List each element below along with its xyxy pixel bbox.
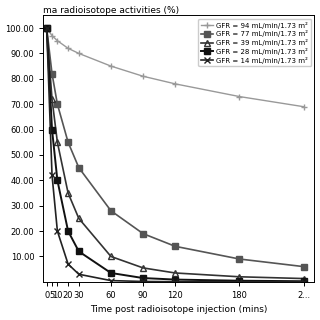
GFR = 28 mL/min/1.73 m² [173, 278, 177, 282]
Line: GFR = 77 mL/min/1.73 m²: GFR = 77 mL/min/1.73 m² [44, 25, 307, 269]
GFR = 94 mL/min/1.73 m² [66, 46, 70, 50]
GFR = 14 mL/min/1.73 m² [109, 279, 113, 283]
GFR = 39 mL/min/1.73 m² [109, 254, 113, 258]
GFR = 28 mL/min/1.73 m² [77, 250, 81, 253]
GFR = 28 mL/min/1.73 m² [109, 271, 113, 275]
Legend: GFR = 94 mL/min/1.73 m², GFR = 77 mL/min/1.73 m², GFR = 39 mL/min/1.73 m², GFR =: GFR = 94 mL/min/1.73 m², GFR = 77 mL/min… [198, 19, 311, 66]
GFR = 94 mL/min/1.73 m² [173, 82, 177, 86]
GFR = 28 mL/min/1.73 m² [237, 279, 241, 283]
GFR = 77 mL/min/1.73 m² [109, 209, 113, 213]
GFR = 28 mL/min/1.73 m² [302, 279, 306, 283]
GFR = 39 mL/min/1.73 m² [66, 191, 70, 195]
GFR = 14 mL/min/1.73 m² [45, 26, 49, 30]
GFR = 94 mL/min/1.73 m² [45, 26, 49, 30]
GFR = 94 mL/min/1.73 m² [77, 52, 81, 55]
Text: ma radioisotope activities (%): ma radioisotope activities (%) [44, 5, 180, 14]
GFR = 39 mL/min/1.73 m² [302, 277, 306, 281]
GFR = 77 mL/min/1.73 m² [55, 102, 59, 106]
GFR = 77 mL/min/1.73 m² [66, 140, 70, 144]
GFR = 94 mL/min/1.73 m² [302, 105, 306, 108]
X-axis label: Time post radioisotope injection (mins): Time post radioisotope injection (mins) [90, 306, 268, 315]
GFR = 39 mL/min/1.73 m² [77, 217, 81, 220]
GFR = 39 mL/min/1.73 m² [55, 140, 59, 144]
GFR = 14 mL/min/1.73 m² [173, 280, 177, 284]
GFR = 77 mL/min/1.73 m² [45, 26, 49, 30]
GFR = 94 mL/min/1.73 m² [141, 74, 145, 78]
GFR = 28 mL/min/1.73 m² [55, 179, 59, 182]
GFR = 14 mL/min/1.73 m² [302, 280, 306, 284]
GFR = 28 mL/min/1.73 m² [141, 276, 145, 280]
GFR = 39 mL/min/1.73 m² [173, 271, 177, 275]
GFR = 94 mL/min/1.73 m² [237, 95, 241, 99]
GFR = 94 mL/min/1.73 m² [50, 34, 54, 37]
Line: GFR = 39 mL/min/1.73 m²: GFR = 39 mL/min/1.73 m² [44, 25, 307, 281]
GFR = 14 mL/min/1.73 m² [77, 272, 81, 276]
GFR = 39 mL/min/1.73 m² [45, 26, 49, 30]
GFR = 14 mL/min/1.73 m² [141, 280, 145, 284]
GFR = 77 mL/min/1.73 m² [302, 265, 306, 268]
GFR = 77 mL/min/1.73 m² [77, 166, 81, 170]
GFR = 14 mL/min/1.73 m² [66, 262, 70, 266]
GFR = 39 mL/min/1.73 m² [237, 275, 241, 279]
GFR = 14 mL/min/1.73 m² [237, 280, 241, 284]
GFR = 28 mL/min/1.73 m² [50, 128, 54, 132]
GFR = 39 mL/min/1.73 m² [141, 266, 145, 270]
GFR = 77 mL/min/1.73 m² [50, 72, 54, 76]
GFR = 28 mL/min/1.73 m² [66, 229, 70, 233]
GFR = 94 mL/min/1.73 m² [109, 64, 113, 68]
GFR = 77 mL/min/1.73 m² [237, 257, 241, 261]
GFR = 77 mL/min/1.73 m² [173, 244, 177, 248]
GFR = 28 mL/min/1.73 m² [45, 26, 49, 30]
Line: GFR = 94 mL/min/1.73 m²: GFR = 94 mL/min/1.73 m² [44, 25, 307, 109]
GFR = 14 mL/min/1.73 m² [55, 229, 59, 233]
Line: GFR = 14 mL/min/1.73 m²: GFR = 14 mL/min/1.73 m² [44, 25, 307, 284]
GFR = 94 mL/min/1.73 m² [55, 39, 59, 43]
GFR = 14 mL/min/1.73 m² [50, 173, 54, 177]
GFR = 77 mL/min/1.73 m² [141, 232, 145, 236]
GFR = 39 mL/min/1.73 m² [50, 97, 54, 101]
Line: GFR = 28 mL/min/1.73 m²: GFR = 28 mL/min/1.73 m² [44, 25, 307, 284]
